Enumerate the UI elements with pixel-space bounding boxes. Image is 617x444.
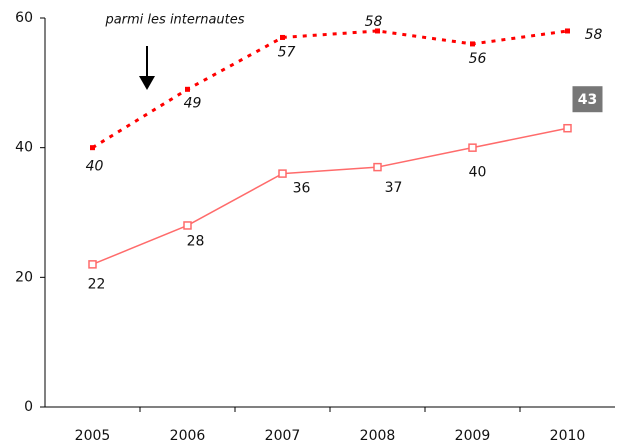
data-label: 57	[278, 44, 296, 60]
x-tick-label: 2006	[170, 428, 206, 444]
marker	[88, 260, 97, 269]
y-tick-label: 60	[15, 10, 33, 26]
label-box	[572, 86, 603, 113]
data-label: 28	[187, 233, 205, 249]
marker	[375, 28, 380, 34]
y-tick-label: 20	[15, 269, 33, 285]
y-tick-label: 0	[24, 399, 33, 415]
x-tick-label: 2005	[75, 428, 111, 444]
annotation: parmi les internautes	[104, 13, 244, 28]
x-tick-label: 2008	[360, 428, 396, 444]
annotation-arrowhead	[139, 76, 155, 90]
series-line	[91, 29, 568, 149]
data-label: 22	[88, 276, 106, 292]
data-label: 40	[86, 159, 104, 175]
x-tick-label: 2010	[550, 428, 586, 444]
data-label: 58	[585, 27, 603, 43]
y-tick-label: 40	[15, 140, 33, 156]
x-tick-label: 2009	[455, 428, 491, 444]
data-label: 56	[469, 51, 487, 67]
marker	[468, 143, 477, 152]
marker	[470, 41, 475, 47]
data-label: 49	[184, 95, 202, 111]
data-label: 40	[469, 165, 487, 181]
marker	[183, 221, 192, 230]
data-label: 43	[578, 92, 597, 108]
data-label: 58	[365, 14, 383, 30]
marker	[280, 34, 285, 40]
data-label: 37	[385, 180, 403, 196]
data-label: 36	[293, 181, 311, 197]
marker	[565, 28, 570, 34]
marker	[563, 123, 572, 133]
x-tick-label: 2007	[265, 428, 301, 444]
marker	[185, 86, 190, 92]
series-line	[92, 127, 568, 266]
marker	[90, 145, 95, 151]
marker	[373, 162, 382, 172]
marker	[278, 169, 287, 178]
